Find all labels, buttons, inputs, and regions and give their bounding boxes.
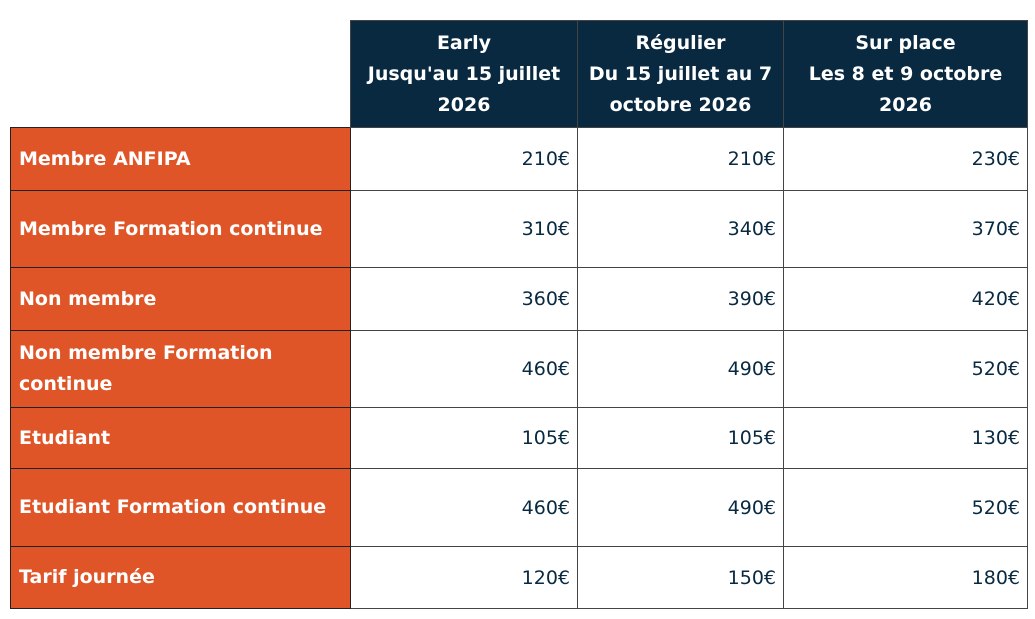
price-cell: 390€	[577, 267, 784, 331]
table-row: Membre ANFIPA 210€ 210€ 230€	[10, 127, 1028, 191]
header-row: Early Jusqu'au 15 juillet 2026 Régulier Du …	[10, 20, 1028, 128]
price-cell: 490€	[577, 330, 784, 408]
row-label: Etudiant	[10, 407, 351, 469]
price-cell: 520€	[783, 330, 1028, 408]
price-cell: 105€	[577, 407, 784, 469]
price-cell: 460€	[350, 330, 578, 408]
price-cell: 150€	[577, 546, 784, 609]
price-cell: 210€	[350, 127, 578, 191]
price-cell: 490€	[577, 468, 784, 547]
pricing-table: Early Jusqu'au 15 juillet 2026 Régulier Du …	[10, 20, 1028, 609]
price-cell: 180€	[783, 546, 1028, 609]
price-cell: 520€	[783, 468, 1028, 547]
price-cell: 340€	[577, 190, 784, 268]
row-label: Etudiant Formation continue	[10, 468, 351, 547]
price-cell: 420€	[783, 267, 1028, 331]
price-cell: 120€	[350, 546, 578, 609]
row-label: Membre Formation continue	[10, 190, 351, 268]
table-row: Etudiant 105€ 105€ 130€	[10, 407, 1028, 469]
price-cell: 210€	[577, 127, 784, 191]
price-cell: 105€	[350, 407, 578, 469]
price-cell: 310€	[350, 190, 578, 268]
table-row: Etudiant Formation continue 460€ 490€ 520€	[10, 468, 1028, 547]
price-cell: 130€	[783, 407, 1028, 469]
row-label: Membre ANFIPA	[10, 127, 351, 191]
table-row: Non membre 360€ 390€ 420€	[10, 267, 1028, 331]
price-cell: 230€	[783, 127, 1028, 191]
column-header-sur-place: Sur place Les 8 et 9 octobre 2026	[783, 20, 1028, 128]
price-cell: 460€	[350, 468, 578, 547]
column-header-regulier: Régulier Du 15 juillet au 7 octobre 2026	[577, 20, 784, 128]
row-label: Non membre Formation continue	[10, 330, 351, 408]
price-cell: 370€	[783, 190, 1028, 268]
table-row: Membre Formation continue 310€ 340€ 370€	[10, 190, 1028, 268]
empty-corner-cell	[10, 20, 351, 128]
table-row: Non membre Formation continue 460€ 490€ 520…	[10, 330, 1028, 408]
column-header-early: Early Jusqu'au 15 juillet 2026	[350, 20, 578, 128]
price-cell: 360€	[350, 267, 578, 331]
row-label: Non membre	[10, 267, 351, 331]
table-row: Tarif journée 120€ 150€ 180€	[10, 546, 1028, 609]
row-label: Tarif journée	[10, 546, 351, 609]
